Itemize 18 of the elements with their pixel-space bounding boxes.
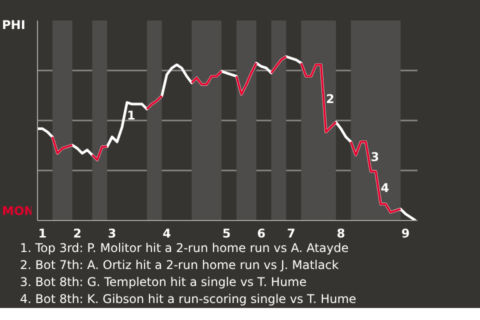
x-tick-label: 1 xyxy=(38,226,47,240)
x-tick-label: 8 xyxy=(336,226,346,240)
text: 3. Bot 8th: G. Templeton hit a single vs T. Hume xyxy=(20,275,307,289)
x-tick-label: 2 xyxy=(73,226,82,240)
text: 4. Bot 8th: K. Gibson hit a run-scoring single vs T. Hume xyxy=(20,292,356,306)
x-tick-label: 4 xyxy=(162,226,172,240)
text: 2. Bot 7th: A. Ortiz hit a 2-run home run vs J. Matlack xyxy=(20,258,339,272)
annotation: 2 xyxy=(326,92,334,106)
x-tick-label: 7 xyxy=(286,226,296,240)
annotation: 4 xyxy=(380,181,390,196)
annotation: 3 xyxy=(370,150,380,164)
x-tick-label: 5 xyxy=(222,226,231,240)
text: 1. Top 3rd: P. Molitor hit a 2-run home run vs A. Atayde xyxy=(20,241,349,255)
x-tick-label: 9 xyxy=(401,226,410,240)
x-tick-label: 3 xyxy=(108,226,116,240)
annotation: 1 xyxy=(127,108,136,122)
x-tick-label: 6 xyxy=(257,226,266,240)
text: PHI xyxy=(2,18,26,32)
